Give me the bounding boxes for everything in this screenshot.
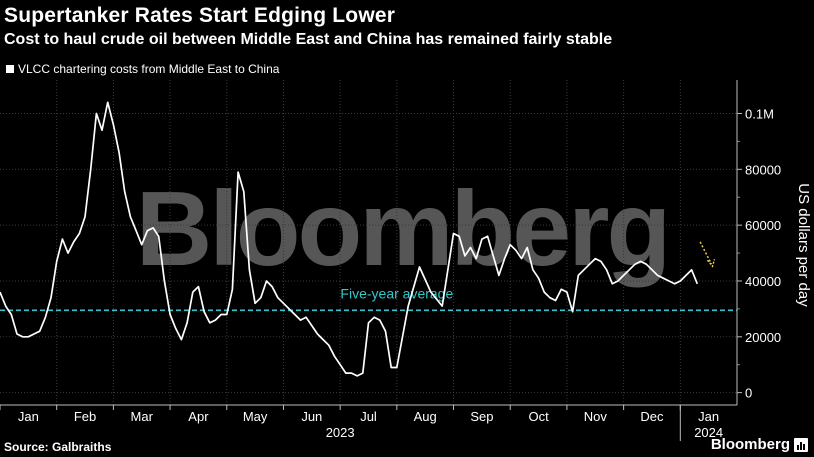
- brand-logo: Bloomberg: [710, 436, 790, 453]
- x-tick-label: Apr: [188, 409, 209, 424]
- legend-label: VLCC chartering costs from Middle East t…: [18, 62, 280, 76]
- x-tick-label: May: [243, 409, 268, 424]
- y-tick-label: 0.1M: [745, 106, 774, 121]
- x-tick-label: Sep: [470, 409, 493, 424]
- chart-subtitle: Cost to haul crude oil between Middle Ea…: [4, 31, 613, 48]
- x-tick-label: Jun: [301, 409, 322, 424]
- gridlines: [0, 80, 737, 405]
- x-tick-label: Jan: [18, 409, 39, 424]
- series-path: [0, 101, 699, 377]
- x-tick-label: Nov: [584, 409, 608, 424]
- average-label: Five-year average: [340, 285, 453, 301]
- y-tick-label: 0: [745, 386, 752, 401]
- y-tick-label: 80000: [745, 162, 781, 177]
- year-label-2024: 2024: [694, 425, 723, 440]
- chart-title: Supertanker Rates Start Edging Lower: [4, 4, 396, 27]
- trend-arrow-head: [706, 259, 716, 268]
- x-tick-label: Oct: [528, 409, 549, 424]
- y-axis-label: US dollars per day: [795, 183, 812, 307]
- x-tick-label: Feb: [74, 409, 96, 424]
- y-tick-label: 60000: [745, 218, 781, 233]
- five-year-average: Five-year average: [0, 285, 737, 312]
- x-axis: Jan Feb Mar Apr May Jun Jul Aug Sep Oct Nov Dec Jan2…: [0, 404, 737, 441]
- x-tick-label: Jan: [698, 409, 719, 424]
- y-tick-label: 40000: [745, 274, 781, 289]
- x-tick-label: Mar: [131, 409, 154, 424]
- series-line: [0, 101, 716, 377]
- x-tick-label: Aug: [414, 409, 437, 424]
- trend-arrow-shaft: [699, 241, 713, 265]
- x-tick-label: Dec: [640, 409, 664, 424]
- source-note: Source: Galbraiths: [4, 440, 112, 454]
- bar-chart-icon: [794, 438, 808, 452]
- x-tick-label: Jul: [360, 409, 377, 424]
- y-axis: 0 20000 40000 60000 80000 0.1M: [736, 80, 781, 405]
- legend: VLCC chartering costs from Middle East t…: [6, 62, 279, 76]
- year-label-2023: 2023: [326, 425, 355, 440]
- legend-swatch: [6, 65, 14, 73]
- watermark-text: Bloomberg: [136, 170, 668, 288]
- y-tick-label: 20000: [745, 330, 781, 345]
